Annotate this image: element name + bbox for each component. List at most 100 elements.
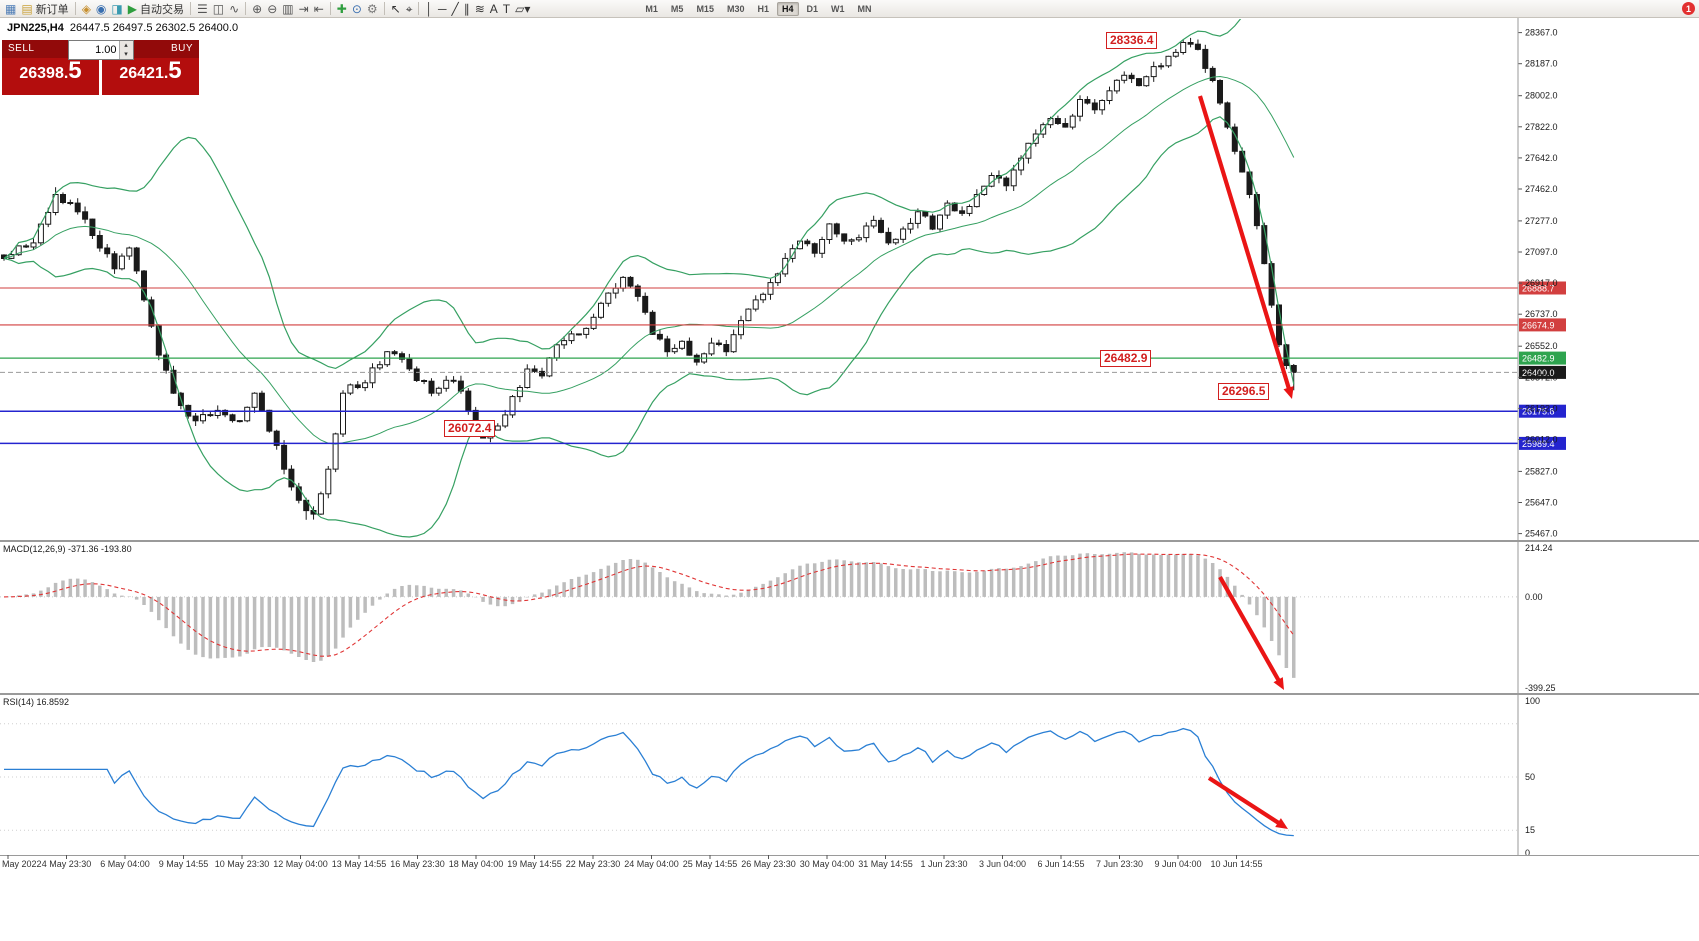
horizontal-line-icon: ─ <box>437 1 447 16</box>
red-arrow-head <box>1283 386 1294 399</box>
auto-scroll-icon[interactable]: ⇥ <box>297 1 311 17</box>
price-line-label <box>1519 318 1566 332</box>
price-tick: 26372.0 <box>1525 372 1558 382</box>
candlestick-chart-icon: ◫ <box>212 1 225 16</box>
toolbar-separator <box>245 2 247 15</box>
macd-indicator <box>0 552 1518 678</box>
profiles-icon[interactable]: ◈ <box>80 1 93 17</box>
tile-windows-icon[interactable]: ▥ <box>280 1 295 17</box>
auto-trading-button[interactable]: ▶ 自动交易 <box>126 1 186 17</box>
zoom-in-icon[interactable]: ⊕ <box>250 1 264 17</box>
auto-trading-button-label: 自动交易 <box>139 3 184 16</box>
time-label: 3 Jun 04:00 <box>978 859 1027 869</box>
price-line-label <box>1519 365 1566 379</box>
red-arrow-head <box>1275 818 1288 829</box>
price-annotation-mid-low[interactable]: 26072.4 <box>444 420 496 437</box>
svg-text:26482.9: 26482.9 <box>1522 354 1555 364</box>
red-arrow[interactable] <box>1218 575 1282 685</box>
price-tick: 28002.0 <box>1525 91 1558 101</box>
fibonacci-icon[interactable]: ≋ <box>473 1 487 17</box>
macd-tick: 214.24 <box>1525 543 1553 553</box>
volume-input[interactable] <box>68 41 119 59</box>
trendline-icon[interactable]: ╱ <box>449 1 460 17</box>
bollinger-bands <box>3 19 1295 538</box>
volume-spinner: ▴ ▾ <box>118 41 133 59</box>
line-chart-icon[interactable]: ∿ <box>227 1 241 17</box>
svg-text:26674.9: 26674.9 <box>1522 320 1555 330</box>
timeframe-m15-button[interactable]: M15 <box>696 3 714 14</box>
time-label: 19 May 14:55 <box>507 859 562 869</box>
crosshair-icon: ⌖ <box>405 1 413 16</box>
price-annotation-peak[interactable]: 28336.4 <box>1106 32 1158 49</box>
shapes-icon[interactable]: ▱▾ <box>513 1 532 17</box>
templates-icon[interactable]: ⚙ <box>365 1 380 17</box>
time-label: 6 Jun 14:55 <box>1037 859 1085 869</box>
time-label: 12 May 04:00 <box>273 859 328 869</box>
toolbar-separator <box>383 2 385 15</box>
timeframe-m30-button[interactable]: M30 <box>726 3 745 14</box>
new-order-button[interactable]: ▤ 新订单 <box>19 1 70 17</box>
chart-title: JPN225,H4 26447.5 26497.5 26302.5 26400.0 <box>7 22 238 34</box>
trend-arrows[interactable] <box>1197 95 1294 829</box>
red-arrow[interactable] <box>1197 95 1292 392</box>
new-order-button-label: 新订单 <box>35 3 69 16</box>
timeframe-h1-button[interactable]: H1 <box>757 3 769 14</box>
indicators-icon[interactable]: ✚ <box>335 1 349 17</box>
cursor-icon[interactable]: ↖ <box>389 1 403 17</box>
time-label: 30 May 04:00 <box>799 859 855 869</box>
periods-icon[interactable]: ⊙ <box>350 1 364 17</box>
svg-text:25989.4: 25989.4 <box>1522 439 1555 449</box>
rsi-tick: 0 <box>1525 848 1530 858</box>
price-tick: 26737.0 <box>1525 309 1558 319</box>
bar-chart-icon[interactable]: ☰ <box>195 1 210 17</box>
buy-price: 26421.5 <box>119 57 182 84</box>
time-label: 31 May 14:55 <box>858 859 913 869</box>
price-annotation-pivot[interactable]: 26482.9 <box>1100 350 1152 367</box>
new-chart-icon[interactable]: ▦ <box>3 1 18 17</box>
data-window-icon[interactable]: ◨ <box>109 1 124 17</box>
auto-trading-icon: ▶ <box>127 1 137 16</box>
text-icon: A <box>489 1 498 16</box>
profiles-icon: ◈ <box>81 1 91 16</box>
chart-shift-icon[interactable]: ⇤ <box>312 1 326 17</box>
time-label: 6 May 04:00 <box>100 859 150 869</box>
zoom-out-icon[interactable]: ⊖ <box>265 1 279 17</box>
price-line-label <box>1519 436 1566 450</box>
price-tick: 26552.0 <box>1525 341 1558 351</box>
new-chart-icon: ▦ <box>5 1 17 16</box>
time-label: 7 Jun 23:30 <box>1095 859 1144 869</box>
market-watch-icon[interactable]: ◉ <box>94 1 108 17</box>
rsi-indicator <box>0 723 1518 837</box>
cursor-icon: ↖ <box>390 1 401 16</box>
templates-icon: ⚙ <box>366 1 378 16</box>
label-icon[interactable]: T <box>501 1 512 17</box>
red-arrow[interactable] <box>1207 776 1283 827</box>
timeframe-d1-button[interactable]: D1 <box>806 3 819 14</box>
candlestick-series <box>1 37 1297 520</box>
volume-decrease-button[interactable]: ▾ <box>119 50 133 59</box>
crosshair-icon[interactable]: ⌖ <box>404 1 415 17</box>
text-icon[interactable]: A <box>488 1 500 17</box>
price-line-label <box>1519 351 1566 365</box>
time-label: 10 Jun 14:55 <box>1210 859 1263 869</box>
price-tick: 26012.0 <box>1525 435 1558 445</box>
timeframe-h4-button[interactable]: H4 <box>776 1 799 16</box>
horizontal-line-icon[interactable]: ─ <box>436 1 449 17</box>
timeframe-m1-button[interactable]: M1 <box>645 3 658 14</box>
trendline-icon: ╱ <box>451 1 459 16</box>
vertical-line-icon[interactable]: │ <box>423 1 435 17</box>
channel-icon: ∥ <box>463 1 470 16</box>
volume-increase-button[interactable]: ▴ <box>119 41 133 50</box>
timeframe-m5-button[interactable]: M5 <box>670 3 684 14</box>
channel-icon[interactable]: ∥ <box>462 1 472 17</box>
price-annotation-low[interactable]: 26296.5 <box>1218 383 1270 400</box>
volume-box: ▴ ▾ <box>67 40 134 60</box>
notification-badge[interactable]: 1 <box>1682 2 1695 15</box>
candlestick-chart-icon[interactable]: ◫ <box>211 1 226 17</box>
timeframe-mn-button[interactable]: MN <box>857 3 872 14</box>
timeframe-w1-button[interactable]: W1 <box>831 3 845 14</box>
zoom-out-icon: ⊖ <box>267 1 278 16</box>
sell-price: 26398.5 <box>19 57 82 84</box>
toolbar-separator <box>189 2 191 15</box>
